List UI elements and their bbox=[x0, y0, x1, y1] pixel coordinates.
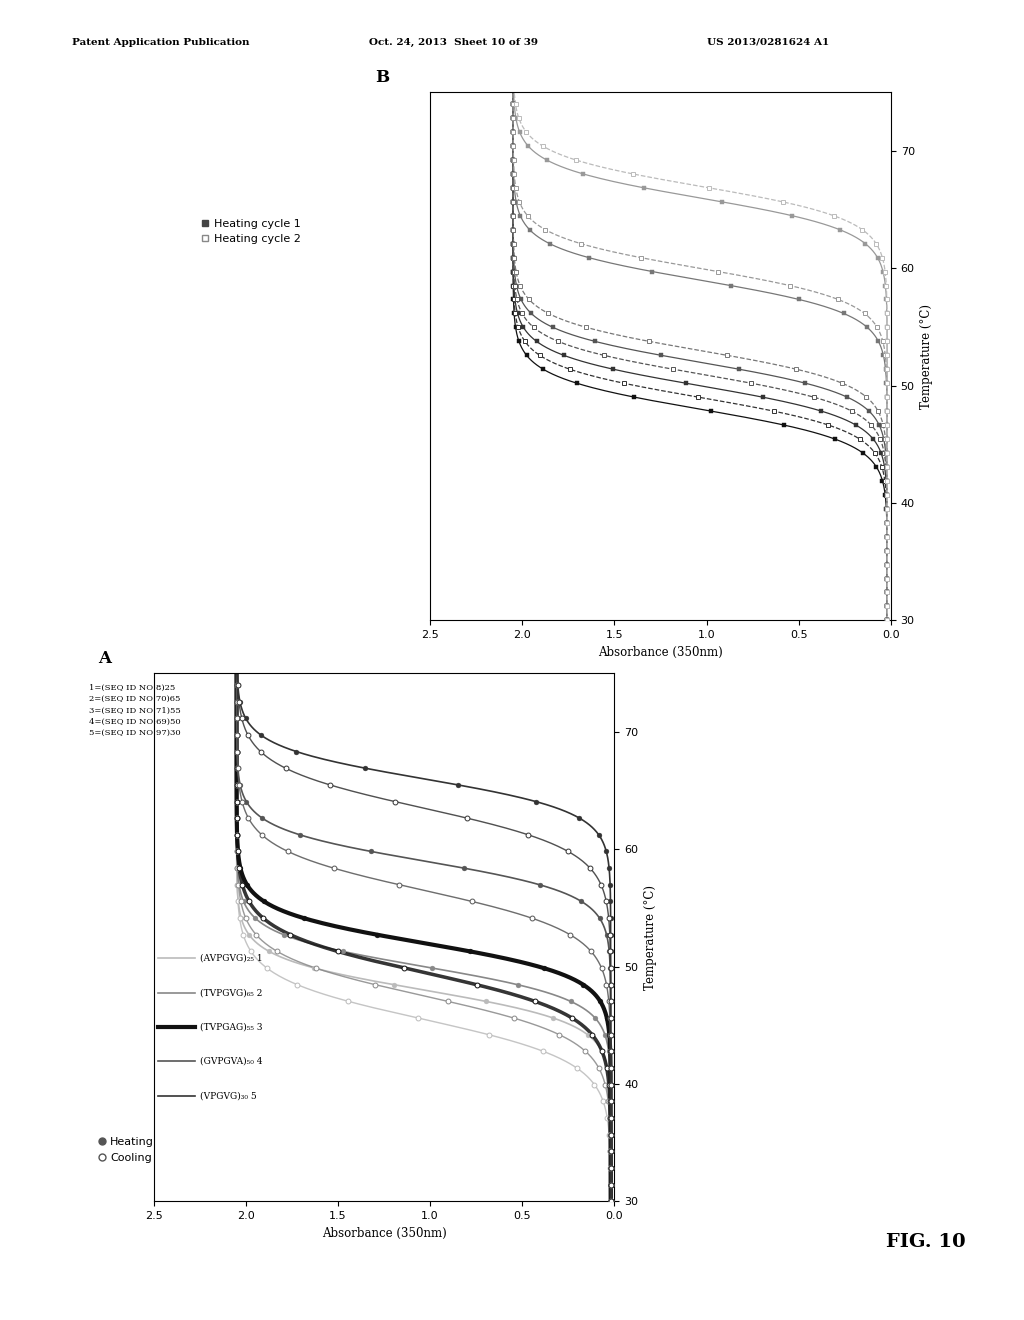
Text: (TVPGVG)₆₅ 2: (TVPGVG)₆₅ 2 bbox=[200, 989, 262, 997]
Text: Oct. 24, 2013  Sheet 10 of 39: Oct. 24, 2013 Sheet 10 of 39 bbox=[369, 38, 538, 48]
Text: (GVPGVA)₅₀ 4: (GVPGVA)₅₀ 4 bbox=[200, 1057, 262, 1065]
X-axis label: Absorbance (350nm): Absorbance (350nm) bbox=[322, 1226, 446, 1239]
Text: A: A bbox=[98, 649, 112, 667]
Text: (TVPGAG)₅₅ 3: (TVPGAG)₅₅ 3 bbox=[200, 1023, 262, 1031]
X-axis label: Absorbance (350nm): Absorbance (350nm) bbox=[598, 645, 723, 659]
Text: (AVPGVG)₂₅ 1: (AVPGVG)₂₅ 1 bbox=[200, 954, 262, 962]
Text: Patent Application Publication: Patent Application Publication bbox=[72, 38, 249, 48]
Y-axis label: Temperature (°C): Temperature (°C) bbox=[644, 884, 656, 990]
Text: US 2013/0281624 A1: US 2013/0281624 A1 bbox=[707, 38, 828, 48]
Text: 1=(SEQ ID NO:8)25
2=(SEQ ID NO:70)65
3=(SEQ ID NO:71)55
4=(SEQ ID NO:69)50
5=(SE: 1=(SEQ ID NO:8)25 2=(SEQ ID NO:70)65 3=(… bbox=[89, 684, 181, 737]
Legend: Heating cycle 1, Heating cycle 2: Heating cycle 1, Heating cycle 2 bbox=[196, 214, 305, 248]
Text: FIG. 10: FIG. 10 bbox=[886, 1233, 966, 1251]
Text: (VPGVG)₃₀ 5: (VPGVG)₃₀ 5 bbox=[200, 1092, 256, 1100]
Legend: Heating, Cooling: Heating, Cooling bbox=[94, 1133, 159, 1167]
Y-axis label: Temperature (°C): Temperature (°C) bbox=[921, 304, 933, 409]
Text: B: B bbox=[375, 69, 389, 86]
